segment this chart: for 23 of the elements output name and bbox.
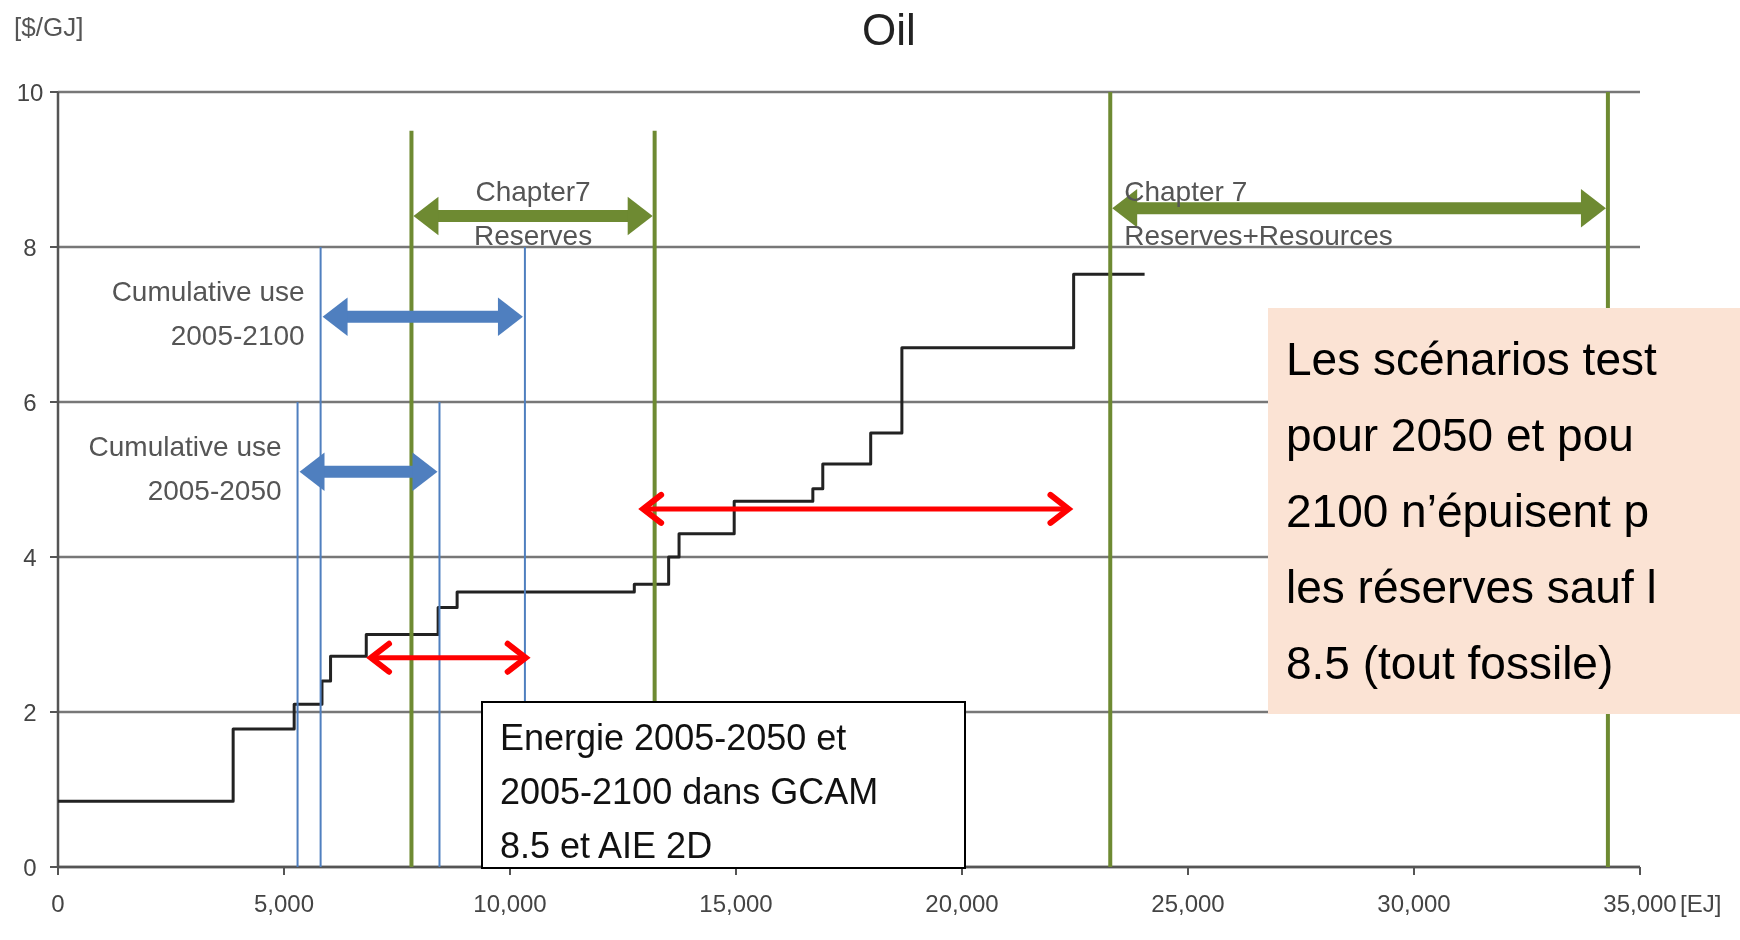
chart-title: Oil (862, 5, 916, 54)
x-tick-label: 20,000 (925, 890, 999, 917)
y-tick-label: 0 (23, 854, 37, 881)
x-tick-label: 30,000 (1377, 890, 1451, 917)
ref-line-label: Chapter7 Reserves (473, 175, 593, 251)
ref-line-label: Cumulative use 2005-2050 (88, 430, 282, 506)
x-tick-label: 10,000 (473, 890, 547, 917)
y-tick-label: 4 (23, 544, 37, 571)
y-tick-label: 6 (23, 389, 37, 416)
x-tick-label: 25,000 (1151, 890, 1225, 917)
ref-line-label: Chapter 7 Reserves+Resources (1124, 175, 1393, 251)
y-tick-label: 2 (23, 699, 37, 726)
annotation: Energie 2005-2050 et 2005-2100 dans GCAM 8.5 et AIE 2D (500, 717, 879, 866)
y-tick-label: 10 (16, 79, 44, 106)
ref-line-label: Cumulative use 2005-2100 (111, 275, 305, 351)
x-tick-label: 5,000 (253, 890, 315, 917)
x-tick-label: 35,000 (1603, 890, 1677, 917)
x-tick-label: 15,000 (699, 890, 773, 917)
y-tick-label: 8 (23, 234, 37, 261)
y-axis-title: [$/GJ] (14, 12, 84, 42)
annotation: Les scénarios test pour 2050 et pou 2100 n’épuisent p les réserves sauf l 8.5 (tout fossile) (1286, 333, 1657, 689)
x-tick-label: 0 (51, 890, 65, 917)
x-axis-title: [EJ] (1680, 890, 1722, 917)
